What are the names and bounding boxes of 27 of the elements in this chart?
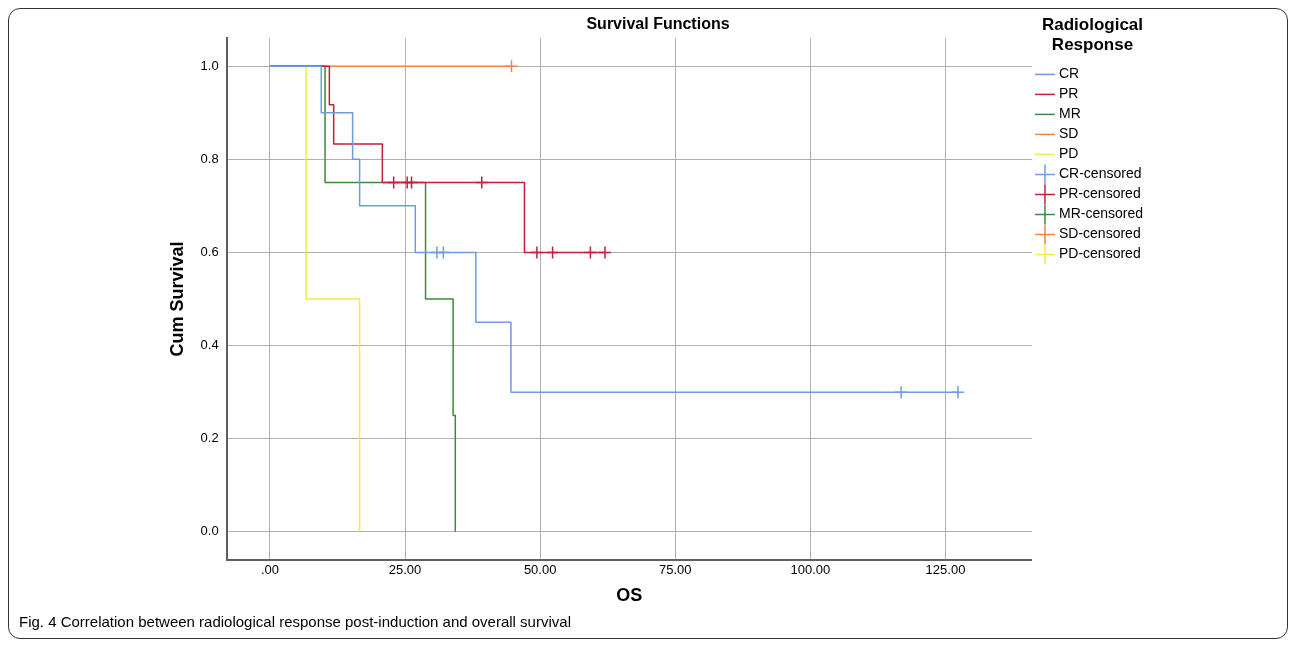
legend-label: MR-censored [1058,205,1143,222]
y-tick-label: 0.6 [200,244,219,260]
legend-label: SD-censored [1058,225,1141,242]
x-tick-label: 125.00 [925,562,966,578]
caption: Fig. 4 Correlation between radiological response post-induction and overall survival [18,612,572,632]
chart-title: Survival Functions [586,15,730,33]
x-tick-label: 50.00 [523,562,557,578]
y-tick-label: 0.0 [200,523,219,539]
legend-label: CR-censored [1058,165,1142,182]
legend-label: PD [1058,145,1079,162]
legend-label: PR [1058,85,1079,102]
y-tick-label: 0.2 [200,430,219,446]
legend-label: CR [1058,65,1080,82]
legend-title: Radiological Response [1041,15,1144,55]
legend-label: MR [1058,105,1081,122]
x-tick-label: 25.00 [388,562,422,578]
y-axis-title: Cum Survival [166,241,187,357]
x-tick-label: 100.00 [790,562,831,578]
legend-label: PD-censored [1058,245,1141,262]
y-tick-label: 0.4 [200,337,219,353]
y-tick-label: 1.0 [200,57,219,73]
y-tick-label: 0.8 [200,150,219,166]
x-tick-label: 75.00 [658,562,692,578]
x-tick-label: .00 [260,562,279,578]
x-axis-title: OS [616,585,643,606]
legend-label: SD [1058,125,1079,142]
legend-label: PR-censored [1058,185,1141,202]
